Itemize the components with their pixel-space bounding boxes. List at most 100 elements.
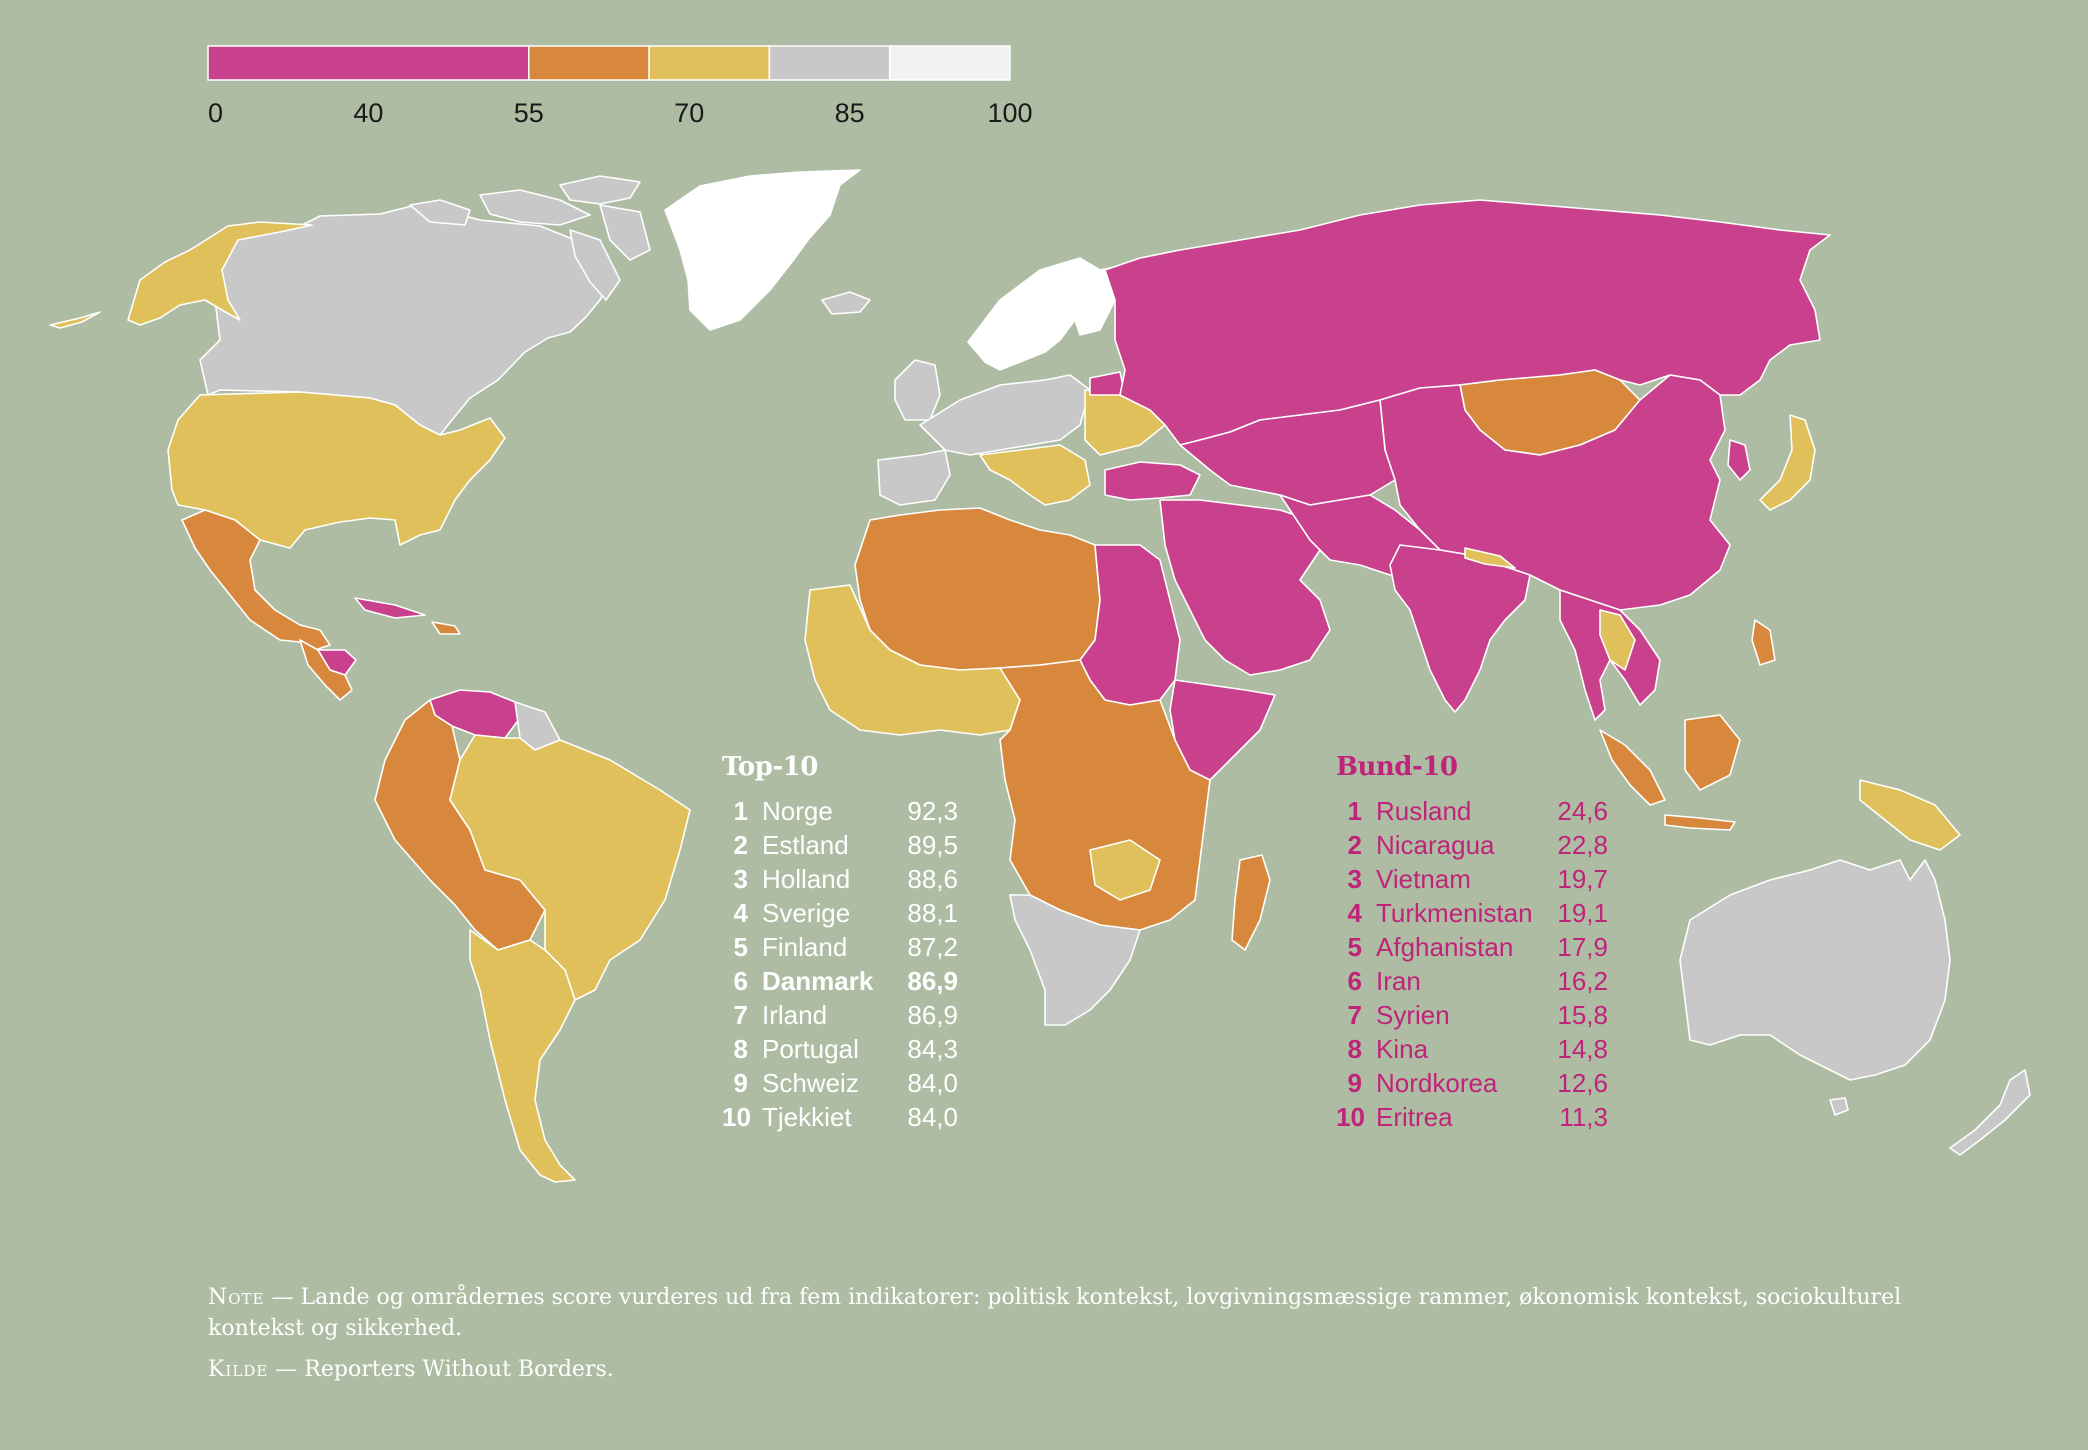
top10-score: 89,5 bbox=[907, 830, 958, 860]
bund10-rank: 4 bbox=[1347, 898, 1362, 928]
region-uk-ireland bbox=[894, 359, 941, 421]
top10-title: Top-10 bbox=[722, 752, 818, 782]
top10-row: 3 Holland 88,6 bbox=[722, 862, 958, 896]
top10-rank: 6 bbox=[733, 966, 748, 996]
bund10-score: 12,6 bbox=[1557, 1068, 1608, 1098]
region-central-asia bbox=[1179, 399, 1396, 506]
region-turkey bbox=[1104, 461, 1201, 501]
bund10-score: 19,1 bbox=[1557, 898, 1608, 928]
legend-band-85-100 bbox=[888, 45, 1011, 81]
bund10-country: Afghanistan bbox=[1376, 932, 1514, 962]
top10-country: Norge bbox=[762, 796, 833, 826]
bund10-row: 1 Rusland 24,6 bbox=[1336, 794, 1608, 828]
source-label: Kilde bbox=[208, 1357, 269, 1382]
note-text: — Lande og områdernes score vurderes ud … bbox=[208, 1285, 1902, 1341]
bund10-rank: 10 bbox=[1336, 1102, 1365, 1132]
region-thailand bbox=[1599, 609, 1636, 671]
top10-score: 84,0 bbox=[907, 1068, 958, 1098]
top10-rank: 7 bbox=[733, 1000, 748, 1030]
top10-row: 9 Schweiz 84,0 bbox=[722, 1066, 958, 1100]
top10-row: 1 Norge 92,3 bbox=[722, 794, 958, 828]
top10-row: 5 Finland 87,2 bbox=[722, 930, 958, 964]
bund10-row: 2 Nicaragua 22,8 bbox=[1336, 828, 1608, 862]
bund10-country: Vietnam bbox=[1376, 864, 1471, 894]
region-baffin bbox=[569, 229, 621, 301]
top10-score: 87,2 bbox=[907, 932, 958, 962]
top10-rank: 5 bbox=[733, 932, 748, 962]
region-australia bbox=[1679, 859, 1951, 1081]
region-zambia-zimbabwe bbox=[1089, 839, 1161, 901]
region-caribbean bbox=[431, 621, 461, 635]
footnotes: Note — Lande og områdernes score vurdere… bbox=[208, 1282, 1908, 1395]
region-canada bbox=[199, 203, 611, 436]
region-middle-east bbox=[1159, 499, 1331, 676]
bund10-rank: 5 bbox=[1347, 932, 1362, 962]
top10-country: Sverige bbox=[762, 898, 851, 928]
legend-tick-label: 40 bbox=[353, 98, 383, 128]
region-japan bbox=[1759, 414, 1816, 511]
top10-rank: 2 bbox=[733, 830, 748, 860]
top10-score: 86,9 bbox=[907, 1000, 958, 1030]
bund10-country: Rusland bbox=[1376, 796, 1472, 826]
region-usa bbox=[167, 391, 506, 549]
top10-rank: 4 bbox=[733, 898, 748, 928]
bund10-country: Nordkorea bbox=[1376, 1068, 1498, 1098]
region-nepal bbox=[1464, 547, 1516, 569]
top10-table: Top-10 1 Norge 92,3 2 Estland 89,5 3 Holland 88,… bbox=[722, 750, 958, 1134]
bund10-row: 3 Vietnam 19,7 bbox=[1336, 862, 1608, 896]
region-north-africa bbox=[854, 507, 1101, 671]
top10-rank: 9 bbox=[733, 1068, 748, 1098]
region-greenland bbox=[664, 169, 861, 331]
top10-score: 88,1 bbox=[907, 898, 958, 928]
bund10-score: 16,2 bbox=[1557, 966, 1608, 996]
bund10-rank: 2 bbox=[1347, 830, 1362, 860]
region-western-europe bbox=[919, 374, 1091, 456]
bund10-rank: 6 bbox=[1347, 966, 1362, 996]
top10-row: 10 Tjekkiet 84,0 bbox=[722, 1100, 958, 1134]
bund10-score: 17,9 bbox=[1557, 932, 1608, 962]
region-tasmania bbox=[1829, 1097, 1849, 1116]
region-cuba bbox=[354, 597, 426, 619]
region-arctic-islands-1 bbox=[409, 199, 471, 226]
top10-row: 7 Irland 86,9 bbox=[722, 998, 958, 1032]
bund10-title: Bund-10 bbox=[1336, 752, 1458, 782]
note-line: Note — Lande og områdernes score vurdere… bbox=[208, 1282, 1908, 1344]
top10-score: 92,3 bbox=[907, 796, 958, 826]
top10-country: Portugal bbox=[762, 1034, 859, 1064]
top10-row: 2 Estland 89,5 bbox=[722, 828, 958, 862]
bund10-rank: 1 bbox=[1347, 796, 1362, 826]
region-borneo bbox=[1684, 714, 1741, 791]
region-horn-of-africa bbox=[1169, 679, 1276, 781]
bund10-score: 19,7 bbox=[1557, 864, 1608, 894]
top10-country: Tjekkiet bbox=[762, 1102, 852, 1132]
legend-tick-label: 70 bbox=[674, 98, 704, 128]
bund10-country: Eritrea bbox=[1376, 1102, 1453, 1132]
top10-rank: 3 bbox=[733, 864, 748, 894]
legend-band-40-55 bbox=[528, 45, 650, 81]
region-arctic-islands-3 bbox=[559, 175, 641, 205]
bund10-row: 10 Eritrea 11,3 bbox=[1336, 1100, 1608, 1134]
top10-score: 86,9 bbox=[907, 966, 958, 996]
bund10-country: Iran bbox=[1376, 966, 1421, 996]
region-iceland bbox=[821, 291, 871, 315]
bund10-country: Syrien bbox=[1376, 1000, 1450, 1030]
bund10-score: 22,8 bbox=[1557, 830, 1608, 860]
top10-score: 88,6 bbox=[907, 864, 958, 894]
region-madagascar bbox=[1231, 854, 1271, 951]
top10-country: Schweiz bbox=[762, 1068, 859, 1098]
region-new-guinea bbox=[1859, 779, 1961, 851]
region-alaska bbox=[127, 221, 313, 326]
note-label: Note bbox=[208, 1285, 265, 1310]
bund10-row: 5 Afghanistan 17,9 bbox=[1336, 930, 1608, 964]
region-aleutians bbox=[49, 311, 101, 329]
top10-score: 84,0 bbox=[907, 1102, 958, 1132]
region-southern-cone bbox=[469, 929, 576, 1183]
top10-country: Irland bbox=[762, 1000, 828, 1030]
bund10-rank: 7 bbox=[1347, 1000, 1362, 1030]
bund10-row: 7 Syrien 15,8 bbox=[1336, 998, 1608, 1032]
region-new-zealand bbox=[1949, 1069, 2031, 1156]
bund10-row: 4 Turkmenistan 19,1 bbox=[1336, 896, 1608, 930]
bund10-country: Kina bbox=[1376, 1034, 1429, 1064]
top10-country: Estland bbox=[762, 830, 849, 860]
top10-row: 4 Sverige 88,1 bbox=[722, 896, 958, 930]
